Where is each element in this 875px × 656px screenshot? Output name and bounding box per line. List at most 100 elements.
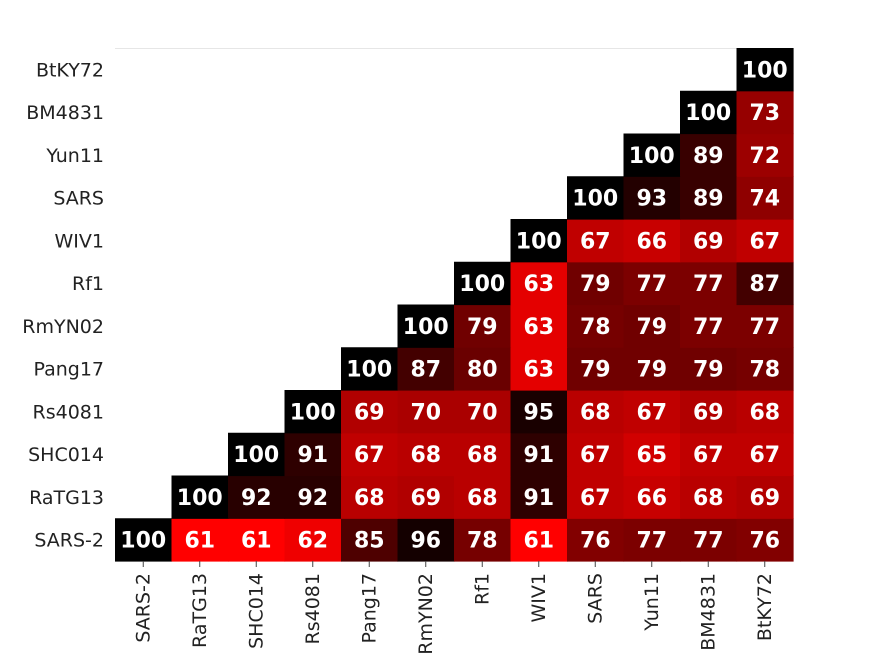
- heatmap-cell: [567, 304, 625, 348]
- column-label: RmYN02: [415, 573, 437, 655]
- row-label: RaTG13: [29, 487, 104, 509]
- heatmap-cell: [736, 133, 794, 177]
- heatmap-cell: [680, 261, 738, 306]
- heatmap-cell: [171, 518, 229, 562]
- cell-value-label: 100: [685, 101, 731, 126]
- cell-value-label: 66: [636, 486, 667, 511]
- cell-value-label: 65: [636, 443, 667, 468]
- cell-value-label: 77: [636, 272, 667, 297]
- heatmap-cell: [454, 432, 512, 477]
- heatmap-cell: [510, 432, 568, 477]
- cell-value-label: 87: [410, 358, 441, 383]
- cell-value-label: 77: [693, 315, 724, 340]
- row-label: BtKY72: [36, 59, 104, 81]
- heatmap-cell: [623, 133, 681, 177]
- heatmap-cell: [341, 347, 399, 391]
- heatmap-cell: [623, 261, 681, 306]
- heatmap-cell: [284, 475, 342, 519]
- cell-value-label: 67: [693, 443, 724, 468]
- cell-value-label: 87: [749, 272, 780, 297]
- cell-value-label: 92: [241, 486, 272, 511]
- heatmap-cell: [567, 518, 625, 562]
- cell-value-label: 69: [410, 486, 441, 511]
- cell-value-label: 96: [410, 529, 441, 554]
- heatmap-cell: [680, 176, 738, 220]
- heatmap-cell: [341, 518, 399, 562]
- heatmap-cell: [284, 432, 342, 477]
- cell-value-label: 78: [580, 315, 611, 340]
- cell-value-label: 68: [467, 443, 498, 468]
- cell-value-label: 67: [354, 443, 385, 468]
- cell-value-label: 61: [184, 529, 215, 554]
- cell-value-label: 79: [580, 272, 611, 297]
- heatmap-cell: [567, 261, 625, 306]
- heatmap-cell: [397, 304, 455, 348]
- column-label: WIV1: [528, 573, 550, 622]
- cell-value-label: 78: [749, 358, 780, 383]
- cell-value-label: 69: [693, 229, 724, 254]
- heatmap-cell: [228, 432, 286, 477]
- cell-value-label: 78: [467, 529, 498, 554]
- cell-value-label: 91: [523, 443, 554, 468]
- heatmap-cell: [510, 518, 568, 562]
- heatmap-cell: [623, 518, 681, 562]
- cell-value-label: 76: [749, 529, 780, 554]
- cell-value-label: 91: [523, 486, 554, 511]
- cell-value-label: 92: [297, 486, 328, 511]
- heatmap-cell: [397, 390, 455, 434]
- heatmap-cell: [623, 219, 681, 263]
- column-label: SHC014: [245, 573, 267, 649]
- cell-value-label: 70: [467, 400, 498, 425]
- column-labels: SARS-2 RaTG13 SHC014 Rs4081 Pang17 RmYN02 Rf1 W…: [132, 561, 776, 655]
- cell-value-label: 68: [467, 486, 498, 511]
- heatmap-cell: [115, 518, 173, 562]
- heatmap-cell: [510, 261, 568, 306]
- heatmap-cell: [736, 90, 794, 135]
- cell-value-label: 67: [580, 443, 611, 468]
- column-label: Rf1: [471, 573, 493, 605]
- cell-value-label: 69: [693, 400, 724, 425]
- cell-value-label: 77: [693, 272, 724, 297]
- cell-value-label: 61: [523, 529, 554, 554]
- cell-value-label: 100: [177, 486, 223, 511]
- heatmap-cell: [341, 475, 399, 519]
- cell-value-label: 77: [636, 529, 667, 554]
- cell-value-label: 79: [693, 358, 724, 383]
- heatmap-cell: [397, 347, 455, 391]
- column-label: BtKY72: [754, 573, 776, 641]
- heatmap-cell: [736, 261, 794, 306]
- cell-value-label: 100: [403, 315, 449, 340]
- heatmap-cell: [736, 390, 794, 434]
- heatmap-cell: [623, 475, 681, 519]
- heatmap-cell: [736, 347, 794, 391]
- heatmap-cell: [623, 347, 681, 391]
- heatmap-cell: [454, 261, 512, 306]
- cell-value-label: 80: [467, 358, 498, 383]
- column-label: SARS-2: [132, 573, 154, 643]
- heatmap-cell: [736, 219, 794, 263]
- cell-value-label: 68: [354, 486, 385, 511]
- heatmap-cell: [680, 90, 738, 135]
- heatmap-cell: [510, 219, 568, 263]
- row-label: SHC014: [28, 444, 104, 466]
- heatmap-cell: [736, 518, 794, 562]
- cell-value-label: 79: [636, 358, 667, 383]
- heatmap-cell: [680, 390, 738, 434]
- heatmap-cell: [284, 390, 342, 434]
- heatmap-cell: [736, 48, 794, 92]
- cell-value-labels: 100 61 61 62 85 96 78 61 76 77 77 76 100 92 92 68 69 68 91…: [120, 58, 787, 553]
- cell-value-label: 89: [693, 144, 724, 169]
- heatmap-cell: [680, 475, 738, 519]
- cell-value-label: 100: [233, 443, 279, 468]
- column-label: BM4831: [697, 573, 719, 651]
- heatmap-cell: [736, 432, 794, 477]
- heatmap-cell: [397, 475, 455, 519]
- cell-value-label: 69: [749, 486, 780, 511]
- row-label: WIV1: [55, 230, 104, 252]
- heatmap-cell: [736, 304, 794, 348]
- cell-value-label: 100: [346, 358, 392, 383]
- cell-value-label: 63: [523, 315, 554, 340]
- row-label: SARS: [53, 188, 104, 210]
- cell-value-label: 67: [749, 229, 780, 254]
- cell-value-label: 68: [749, 400, 780, 425]
